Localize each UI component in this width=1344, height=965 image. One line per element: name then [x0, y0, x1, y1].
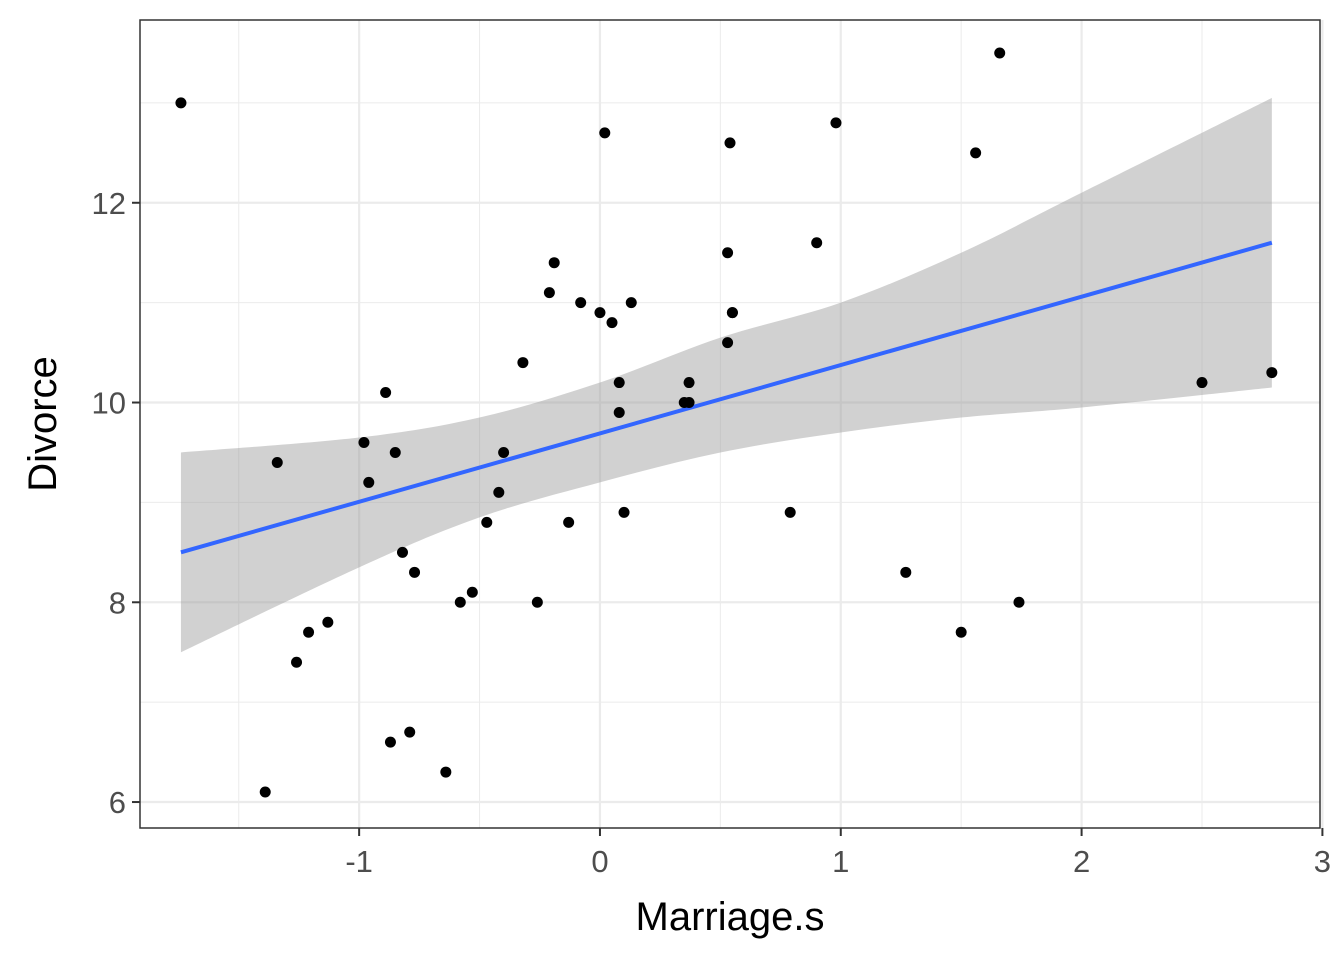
data-point — [625, 297, 637, 309]
fit-line — [180, 240, 1273, 555]
x-tick-label: 1 — [832, 844, 849, 879]
data-point — [830, 117, 842, 129]
data-point — [1196, 377, 1208, 389]
y-tick-label: 10 — [92, 386, 126, 421]
data-point — [575, 297, 587, 309]
y-tick-label: 8 — [109, 585, 126, 620]
data-point — [531, 596, 543, 608]
data-point — [563, 516, 575, 528]
data-point — [498, 446, 510, 458]
data-point — [594, 307, 606, 319]
data-point — [613, 377, 625, 389]
fit-line-layer — [180, 240, 1273, 555]
data-point — [683, 377, 695, 389]
data-point — [396, 546, 408, 558]
data-point — [454, 596, 466, 608]
data-point — [618, 506, 630, 518]
data-point — [1013, 596, 1025, 608]
data-point — [466, 586, 478, 598]
data-point — [1266, 367, 1278, 379]
data-point — [175, 97, 187, 109]
data-point — [404, 726, 416, 738]
x-tick-label: -1 — [345, 844, 373, 879]
x-tick-label: 2 — [1073, 844, 1090, 879]
data-point — [481, 516, 493, 528]
y-tick-label: 12 — [92, 186, 126, 221]
data-points — [175, 47, 1278, 798]
data-point — [613, 407, 625, 419]
data-point — [811, 237, 823, 249]
confidence-ribbon — [180, 97, 1272, 653]
data-point — [291, 656, 303, 668]
data-point — [322, 616, 334, 628]
data-point — [409, 566, 421, 578]
data-point — [599, 127, 611, 139]
data-point — [271, 456, 283, 468]
data-point — [384, 736, 396, 748]
data-point — [955, 626, 967, 638]
data-point — [722, 337, 734, 349]
x-tick-label: 3 — [1314, 844, 1331, 879]
x-tick-label: 0 — [591, 844, 608, 879]
data-point — [389, 446, 401, 458]
data-point — [548, 257, 560, 269]
data-point — [683, 397, 695, 409]
data-point — [994, 47, 1006, 59]
data-point — [726, 307, 738, 319]
y-axis-title: Divorce — [21, 356, 65, 492]
data-point — [784, 506, 796, 518]
data-point — [363, 476, 375, 488]
data-point — [358, 436, 370, 448]
data-point — [970, 147, 982, 159]
data-point — [259, 786, 271, 798]
data-point — [722, 247, 734, 259]
data-point — [303, 626, 315, 638]
data-point — [606, 317, 618, 329]
confidence-ribbon-layer — [180, 97, 1272, 653]
data-point — [493, 486, 505, 498]
data-point — [380, 387, 392, 399]
data-point — [900, 566, 912, 578]
data-point — [543, 287, 555, 299]
data-point — [517, 357, 529, 369]
panel-border — [139, 19, 1321, 829]
y-tick-label: 6 — [109, 785, 126, 820]
data-point — [440, 766, 452, 778]
x-axis-title: Marriage.s — [636, 895, 825, 939]
gridlines — [140, 20, 1324, 828]
data-point — [724, 137, 736, 149]
